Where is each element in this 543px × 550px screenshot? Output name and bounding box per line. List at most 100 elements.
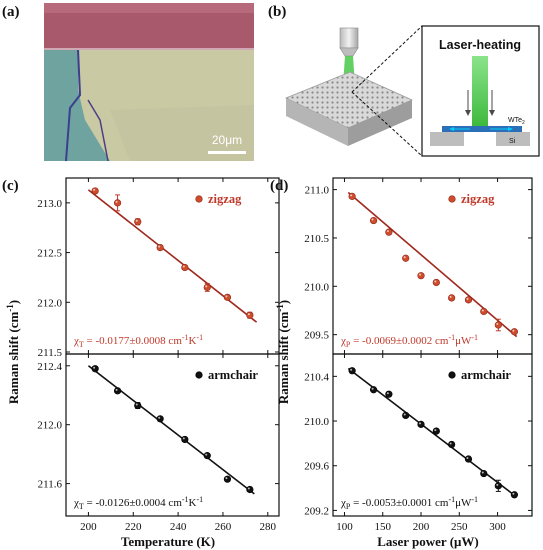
scale-bar-label: 20μm bbox=[212, 133, 242, 147]
data-point bbox=[480, 307, 488, 316]
slope-annotation: χP = -0.0053±0.0001 cm-1μW-1 bbox=[340, 495, 478, 511]
x-tick-label: 200 bbox=[413, 521, 430, 533]
point-highlight bbox=[247, 313, 250, 316]
x-tick-label: 260 bbox=[215, 521, 232, 533]
panel-label-c: (c) bbox=[2, 178, 19, 194]
legend-label: zigzag bbox=[461, 192, 495, 206]
data-point bbox=[156, 244, 164, 252]
plot-frame bbox=[65, 353, 280, 517]
x-tick-label: 220 bbox=[125, 521, 142, 533]
data-point bbox=[113, 387, 122, 395]
x-axis-label-c: Temperature (K) bbox=[121, 534, 215, 549]
y-tick-label: 209.5 bbox=[304, 330, 329, 342]
point-highlight bbox=[247, 487, 250, 490]
point-highlight bbox=[115, 200, 118, 203]
point-highlight bbox=[449, 295, 452, 298]
data-point bbox=[432, 427, 440, 435]
chart-c-armchair: 212.4 212.0 211.6 200 220 240 260 280 armchair χT… bbox=[37, 353, 280, 533]
y-tick-label: 213.0 bbox=[37, 198, 62, 210]
point-highlight bbox=[481, 309, 484, 312]
wte2-label: WTe2 bbox=[508, 117, 525, 126]
data-point bbox=[448, 440, 456, 449]
chart-d-zigzag: 211.0 210.5 210.0 209.5 zigzag χP = -0.0069±0… bbox=[304, 177, 533, 355]
data-point bbox=[464, 296, 473, 304]
point-highlight bbox=[205, 453, 208, 456]
y-tick-label: 212.4 bbox=[37, 361, 62, 373]
point-highlight bbox=[158, 416, 161, 419]
legend-label: zigzag bbox=[208, 192, 242, 206]
point-highlight bbox=[481, 471, 484, 474]
data-point bbox=[181, 435, 189, 444]
point-highlight bbox=[182, 265, 185, 268]
x-tick-label: 200 bbox=[80, 521, 97, 533]
data-point bbox=[417, 272, 425, 280]
point-highlight bbox=[496, 483, 499, 486]
point-highlight bbox=[135, 403, 138, 406]
y-tick-label: 210.0 bbox=[304, 416, 329, 428]
x-tick-label: 250 bbox=[451, 521, 468, 533]
data-point bbox=[134, 218, 142, 226]
plot-frame bbox=[65, 177, 280, 355]
y-tick-label: 212.0 bbox=[37, 297, 62, 309]
x-tick-label: 280 bbox=[260, 521, 277, 533]
y-axis-label-d: Raman shift (cm-1) bbox=[275, 300, 291, 404]
point-highlight bbox=[386, 392, 389, 395]
y-tick-label: 211.6 bbox=[38, 479, 63, 491]
y-tick-label: 211.0 bbox=[305, 185, 330, 197]
data-point bbox=[203, 283, 211, 291]
y-tick-label: 210.0 bbox=[304, 281, 329, 293]
x-axis-label-d: Laser power (μW) bbox=[377, 534, 479, 549]
y-tick-label: 212.5 bbox=[37, 248, 62, 260]
point-highlight bbox=[466, 457, 469, 460]
legend-marker bbox=[195, 195, 203, 203]
data-point bbox=[156, 415, 164, 423]
si-label: Si bbox=[509, 138, 516, 145]
legend-marker bbox=[448, 371, 456, 379]
point-highlight bbox=[350, 368, 353, 371]
slope-annotation: χP = -0.0069±0.0002 cm-1μW-1 bbox=[340, 333, 478, 349]
point-highlight bbox=[205, 285, 208, 288]
data-point bbox=[402, 411, 410, 420]
data-point bbox=[181, 263, 189, 272]
legend-marker bbox=[195, 371, 203, 379]
point-highlight bbox=[350, 194, 353, 197]
data-point bbox=[369, 386, 378, 394]
legend-marker bbox=[448, 195, 456, 203]
fit-line bbox=[87, 365, 255, 495]
data-point bbox=[494, 482, 502, 490]
data-point bbox=[510, 328, 518, 336]
data-point bbox=[203, 452, 211, 460]
data-point bbox=[246, 485, 254, 494]
fit-line bbox=[347, 191, 518, 338]
data-point bbox=[417, 420, 425, 428]
y-tick-label: 209.2 bbox=[304, 505, 329, 517]
y-axis-label-c: Raman shift (cm-1) bbox=[5, 300, 21, 404]
point-highlight bbox=[466, 297, 469, 300]
point-highlight bbox=[419, 422, 422, 425]
point-highlight bbox=[434, 429, 437, 432]
x-tick-label: 300 bbox=[489, 521, 506, 533]
point-highlight bbox=[93, 366, 96, 369]
point-highlight bbox=[449, 442, 452, 445]
point-highlight bbox=[419, 273, 422, 276]
data-point bbox=[432, 278, 440, 287]
point-highlight bbox=[434, 280, 437, 283]
data-point bbox=[91, 187, 99, 195]
data-point bbox=[510, 491, 518, 499]
laser-heating-title: Laser-heating bbox=[439, 38, 521, 52]
point-highlight bbox=[371, 218, 374, 221]
panel-label-a: (a) bbox=[2, 4, 20, 20]
chart-c-zigzag: 213.0 212.5 212.0 211.5 zigzag χT = -0.0177±0… bbox=[37, 177, 280, 359]
x-tick-label: 150 bbox=[375, 521, 392, 533]
y-tick-label: 211.5 bbox=[38, 347, 63, 359]
data-point bbox=[464, 455, 473, 463]
laser-schematic: Laser-heating WTe2 Si bbox=[285, 25, 540, 157]
point-highlight bbox=[115, 388, 118, 391]
legend-label: armchair bbox=[461, 368, 511, 382]
point-highlight bbox=[386, 230, 389, 233]
point-highlight bbox=[512, 329, 515, 332]
data-point bbox=[91, 365, 99, 373]
point-highlight bbox=[225, 295, 228, 298]
data-point bbox=[113, 199, 122, 207]
